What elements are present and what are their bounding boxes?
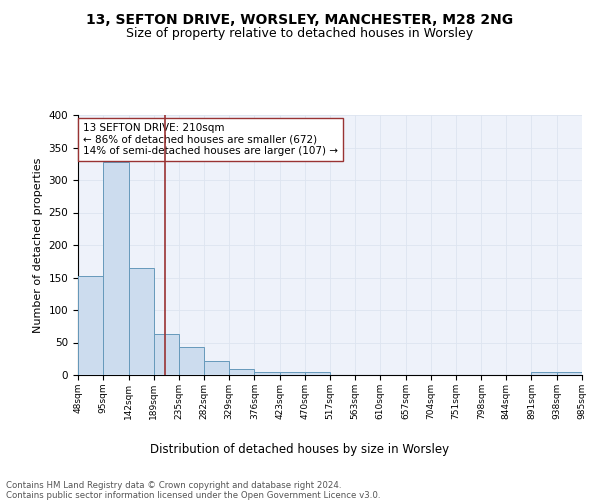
Bar [78, 276, 103, 375]
Bar [280, 372, 305, 375]
Bar [557, 372, 582, 375]
Bar [128, 268, 154, 375]
Bar [229, 369, 254, 375]
Bar [103, 162, 128, 375]
Bar [154, 334, 179, 375]
Text: 13, SEFTON DRIVE, WORSLEY, MANCHESTER, M28 2NG: 13, SEFTON DRIVE, WORSLEY, MANCHESTER, M… [86, 12, 514, 26]
Bar [179, 347, 204, 375]
Bar [204, 362, 229, 375]
Text: Contains HM Land Registry data © Crown copyright and database right 2024.
Contai: Contains HM Land Registry data © Crown c… [6, 480, 380, 500]
Y-axis label: Number of detached properties: Number of detached properties [33, 158, 43, 332]
Text: Size of property relative to detached houses in Worsley: Size of property relative to detached ho… [127, 28, 473, 40]
Bar [305, 372, 330, 375]
Bar [254, 372, 280, 375]
Text: 13 SEFTON DRIVE: 210sqm
← 86% of detached houses are smaller (672)
14% of semi-d: 13 SEFTON DRIVE: 210sqm ← 86% of detache… [83, 123, 338, 156]
Text: Distribution of detached houses by size in Worsley: Distribution of detached houses by size … [151, 442, 449, 456]
Bar [532, 372, 557, 375]
